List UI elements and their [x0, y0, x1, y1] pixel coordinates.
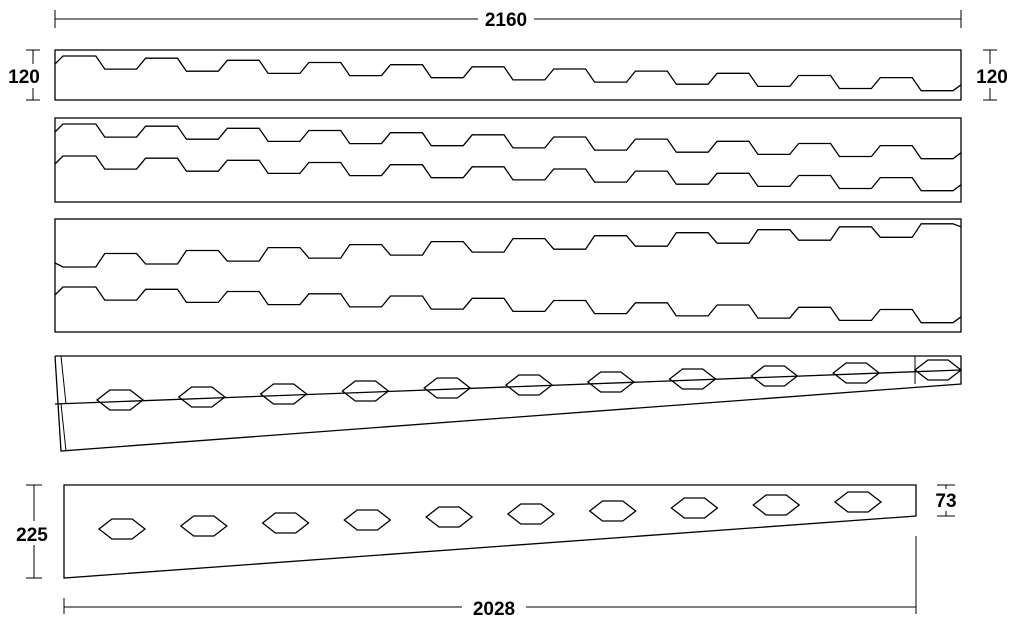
- panel-strip-3: [54, 218, 962, 333]
- hexagonal-openings-finished: [97, 491, 883, 540]
- hexagonal-opening: [752, 494, 801, 516]
- panel-strip-2: [54, 117, 962, 203]
- hexagonal-opening: [97, 518, 147, 540]
- hexagonal-opening: [261, 512, 310, 534]
- dimension-label-73: 73: [935, 491, 956, 512]
- zigzag-path: [54, 223, 962, 268]
- zigzag-flipped-lower: [54, 286, 962, 324]
- zigzag-path: [54, 123, 962, 160]
- hexagonal-opening: [425, 506, 474, 528]
- hexagonal-opening: [833, 491, 883, 513]
- panel-welded-beam: [54, 355, 963, 452]
- panel-strip-1: [54, 49, 962, 101]
- dimension-label-2028: 2028: [473, 599, 515, 620]
- dimension-right-height: 120: [973, 49, 1013, 101]
- dimension-tapered-left-height: 225: [10, 484, 54, 579]
- dimension-label-120-right: 120: [976, 67, 1008, 88]
- hexagonal-opening: [588, 500, 637, 522]
- zigzag-cut-line-lower: [54, 155, 962, 192]
- dimension-overall-length: 2160: [54, 8, 962, 31]
- hexagonal-opening: [506, 503, 555, 525]
- panel-finished-beam: [63, 484, 917, 579]
- zigzag-path: [54, 55, 962, 92]
- hexagonal-opening: [750, 365, 799, 387]
- hexagonal-openings-welded: [95, 359, 963, 411]
- hexagonal-opening: [343, 509, 392, 531]
- hexagonal-opening: [670, 497, 719, 519]
- hexagonal-opening: [913, 359, 963, 381]
- dimension-tapered-length: 2028: [63, 536, 917, 620]
- zigzag-cut-line: [54, 55, 962, 92]
- zigzag-flipped-upper: [54, 223, 962, 268]
- hexagonal-opening: [832, 362, 881, 384]
- hexagonal-opening: [179, 515, 228, 537]
- zigzag-path: [54, 155, 962, 192]
- hexagonal-opening: [423, 377, 472, 399]
- hexagonal-opening: [668, 368, 717, 390]
- dimension-label-225: 225: [16, 525, 48, 546]
- dimension-label-2160: 2160: [485, 10, 527, 31]
- hexagonal-opening: [177, 386, 226, 408]
- dimension-label-120-left: 120: [8, 67, 40, 88]
- hexagonal-opening: [504, 374, 554, 396]
- hexagonal-opening: [586, 371, 635, 393]
- dimension-left-height: 120: [6, 49, 46, 101]
- dimension-tapered-right-height: 73: [930, 484, 964, 517]
- hexagonal-opening: [341, 380, 390, 402]
- hexagonal-opening: [95, 389, 145, 411]
- zigzag-cut-line-upper: [54, 123, 962, 160]
- hexagonal-opening: [259, 383, 308, 405]
- zigzag-path: [54, 286, 962, 324]
